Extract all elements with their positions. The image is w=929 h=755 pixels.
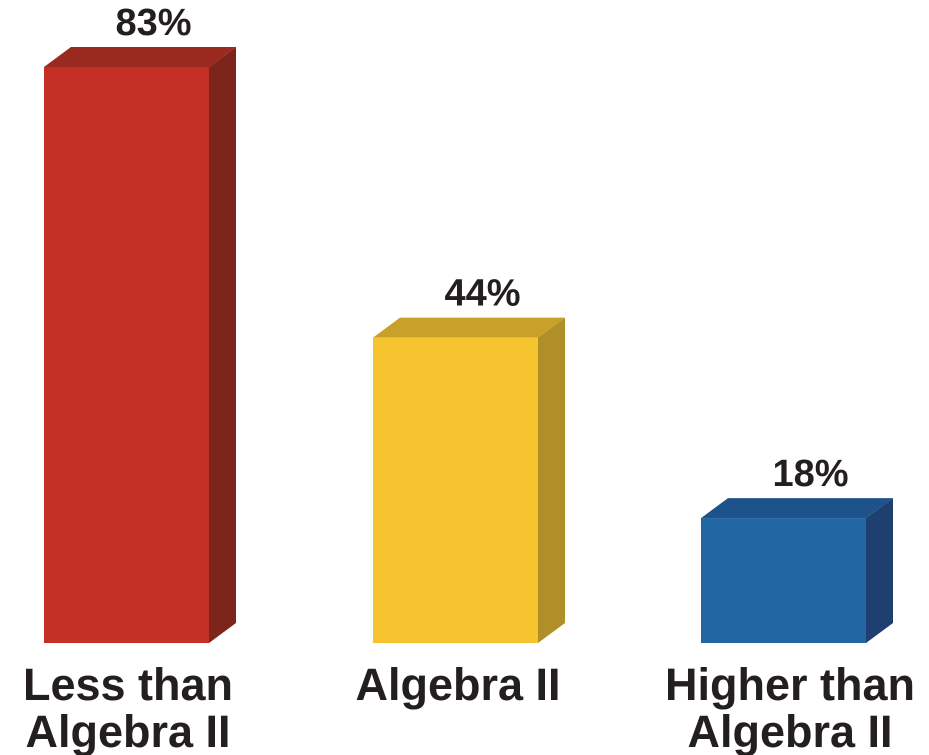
bar-1-side: [538, 317, 565, 643]
bar-0-value-label: 83%: [115, 2, 191, 44]
category-label-2-line-0: Higher than: [665, 659, 915, 710]
bar-0-top: [44, 46, 236, 67]
category-label-0-line-1: Algebra II: [25, 706, 230, 755]
bar-2-side: [866, 498, 893, 643]
bar-2: [701, 518, 866, 643]
bar-2-value-label: 18%: [772, 453, 848, 495]
category-label-2-line-1: Algebra II: [687, 706, 892, 755]
category-label-0-line-0: Less than: [23, 659, 233, 710]
bar-0: [44, 66, 209, 644]
bar-1-value-label: 44%: [444, 273, 520, 315]
bar-1-top: [373, 317, 565, 338]
bar-1: [373, 337, 538, 643]
bar-2-top: [701, 498, 893, 519]
category-label-1-line-0: Algebra II: [355, 659, 560, 710]
bar-0-side: [209, 46, 236, 644]
